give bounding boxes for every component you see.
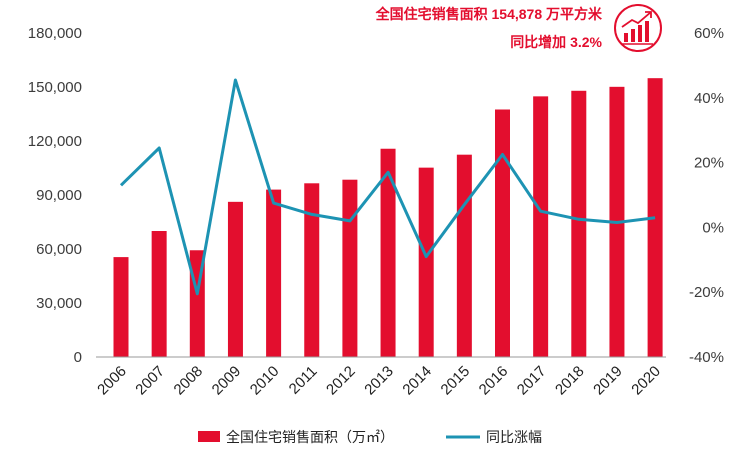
x-tick-2017: 2017 (514, 363, 550, 399)
x-tick-2020: 2020 (628, 363, 664, 399)
bar-2010 (266, 189, 282, 357)
x-tick-2016: 2016 (476, 363, 512, 399)
annotation-line-2: 同比增加 3.2% (510, 34, 602, 50)
y-right-tick: -20% (689, 284, 724, 301)
legend-swatch-bar (198, 431, 220, 442)
bar-2007 (151, 231, 167, 357)
y-left-tick: 150,000 (28, 79, 82, 96)
x-tick-2019: 2019 (590, 363, 626, 399)
bar-2016 (495, 109, 510, 357)
legend-label-bar: 全国住宅销售面积（万㎡） (226, 429, 394, 445)
y-right-tick: -40% (689, 349, 724, 366)
bar-2017 (533, 96, 549, 358)
y-left-tick: 180,000 (28, 25, 82, 42)
x-tick-2010: 2010 (247, 363, 283, 399)
y-right-tick: 0% (702, 219, 724, 236)
x-axis: 2006 2007 2008 2009 2010 2011 2012 2013 2014 2015… (94, 356, 666, 399)
y-right-tick: 20% (694, 155, 724, 172)
x-tick-2006: 2006 (94, 363, 130, 399)
y-left-tick: 60,000 (36, 241, 82, 258)
x-tick-2014: 2014 (399, 363, 435, 399)
x-tick-2018: 2018 (552, 363, 588, 399)
line-series (119, 78, 656, 296)
bar-2014 (418, 167, 434, 357)
bar-2013 (380, 148, 396, 357)
x-tick-2009: 2009 (209, 363, 245, 399)
y-left-tick: 90,000 (36, 187, 82, 204)
y-left-tick: 0 (74, 349, 82, 366)
bar-2009 (227, 201, 243, 357)
x-tick-2013: 2013 (361, 363, 397, 399)
legend: 全国住宅销售面积（万㎡） 同比涨幅 (198, 429, 542, 445)
y-right-tick: 60% (694, 25, 724, 42)
bar-2011 (304, 183, 320, 357)
left-axis: 0 30,000 60,000 90,000 120,000 150,000 180,000 (28, 25, 82, 366)
x-tick-2008: 2008 (171, 363, 207, 399)
bar-series (113, 78, 663, 358)
x-tick-2011: 2011 (286, 363, 321, 398)
growth-chart-icon (614, 4, 662, 52)
y-left-tick: 120,000 (28, 133, 82, 150)
bar-2006 (113, 257, 129, 357)
legend-label-line: 同比涨幅 (486, 429, 542, 445)
x-tick-2012: 2012 (323, 363, 359, 399)
right-axis: -40% -20% 0% 20% 40% 60% (689, 25, 724, 366)
y-left-tick: 30,000 (36, 295, 82, 312)
bar-2018 (571, 90, 587, 357)
bar-2012 (342, 179, 358, 357)
x-tick-2007: 2007 (132, 363, 168, 399)
x-tick-2015: 2015 (438, 363, 474, 399)
annotation-line-1: 全国住宅销售面积 154,878 万平方米 (375, 6, 603, 22)
bar-2015 (456, 154, 472, 357)
y-right-tick: 40% (694, 90, 724, 107)
